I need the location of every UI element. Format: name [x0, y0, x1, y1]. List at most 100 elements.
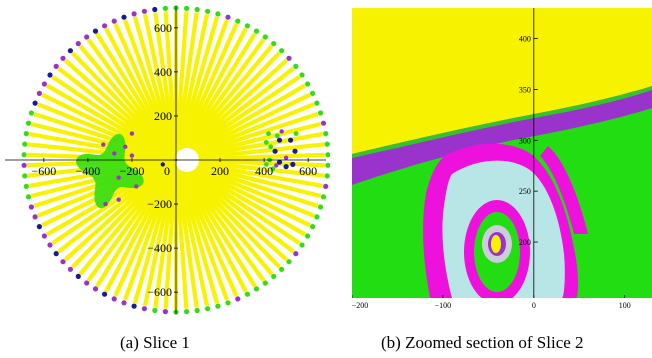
ring-dot — [21, 162, 27, 168]
ring-dot — [23, 183, 29, 189]
cluster-dot — [266, 131, 271, 137]
ring-dot — [41, 81, 48, 87]
ring-dot — [25, 120, 32, 126]
ring-dot — [67, 48, 73, 54]
magenta-stripe — [540, 146, 588, 234]
ring-dot — [102, 291, 108, 297]
ring-dot — [47, 72, 53, 78]
ring-dot — [60, 55, 66, 61]
ring-dot — [194, 307, 200, 314]
cluster-dot — [129, 153, 135, 158]
cluster-dot — [276, 137, 283, 143]
x-tick-label: −100 — [435, 301, 452, 310]
ring-dot — [111, 18, 117, 24]
ring-dot — [131, 11, 137, 17]
x-tick-label: 0 — [164, 164, 170, 178]
ring-dot — [184, 5, 190, 11]
ring-dot — [320, 120, 327, 126]
ring-dot — [22, 141, 28, 147]
ring-dot — [152, 307, 158, 314]
cluster-dot — [283, 155, 289, 160]
ring-dot — [41, 233, 48, 239]
cluster-dot — [263, 140, 269, 145]
cluster-dot — [123, 144, 128, 149]
ring-dot — [215, 303, 221, 309]
ring-dot — [293, 63, 299, 69]
yellow-core — [491, 235, 501, 253]
cluster-dot — [103, 201, 108, 207]
cluster-dot — [274, 133, 280, 139]
ring-dot — [244, 291, 250, 297]
ring-dot — [323, 183, 329, 189]
slice-1-plot: −600 −400 −200 0 200 400 600 −600 −400 −200 200 40… — [5, 5, 330, 315]
ring-dot — [162, 309, 168, 315]
ring-dot — [75, 273, 81, 279]
x-tick-label: 200 — [211, 164, 229, 178]
ring-dot — [323, 131, 329, 137]
x-tick-label: 600 — [299, 164, 317, 178]
left-cluster — [76, 133, 144, 209]
x-tick-labels: −200 −100 0 100 — [352, 301, 631, 310]
figure-panel-slice-2-zoom: −200 −100 0 100 200 250 300 350 400 — [352, 8, 652, 313]
ring-dot — [215, 11, 221, 17]
ring-dot — [314, 100, 320, 106]
y-tick-label: 600 — [154, 21, 172, 35]
ring-dot — [262, 34, 268, 40]
ring-dot — [279, 48, 285, 54]
ring-dot — [205, 8, 211, 14]
ring-dot — [286, 259, 292, 265]
y-tick-label: 350 — [519, 85, 531, 94]
ring-dot — [162, 5, 168, 11]
purple-band — [352, 86, 652, 185]
cluster-dot — [288, 137, 294, 143]
x-tick-label: −600 — [31, 164, 56, 178]
y-tick-label: 200 — [519, 238, 531, 247]
y-tick-labels: −600 −400 −200 200 400 600 — [147, 21, 172, 299]
ring-dot — [36, 90, 43, 96]
cluster-dot — [134, 184, 139, 189]
caption-slice-1: (a) Slice 1 — [120, 333, 190, 352]
ring-dot — [47, 242, 53, 248]
ring-dot — [141, 8, 147, 14]
figure-panel-slice-1: −600 −400 −200 0 200 400 600 −600 −400 −200 200 40… — [0, 0, 330, 318]
cluster-dot — [160, 162, 165, 167]
ring-dot — [271, 273, 277, 279]
cluster-dot — [276, 159, 283, 165]
x-tick-labels: −600 −400 −200 0 200 400 600 — [31, 164, 317, 178]
ring-dot — [32, 214, 38, 220]
cluster-dot — [283, 164, 289, 170]
ring-dot — [92, 286, 99, 292]
ring-dot — [28, 204, 34, 210]
ring-dot — [102, 23, 108, 29]
ring-dot — [318, 204, 324, 210]
cluster-dot — [268, 144, 274, 150]
ring-dot — [184, 309, 190, 315]
y-tick-label: 200 — [154, 109, 172, 123]
ring-dot — [235, 296, 241, 302]
ring-dot — [111, 296, 117, 302]
ring-dot — [22, 173, 28, 179]
ring-dot — [225, 14, 231, 20]
ring-dot — [253, 286, 260, 292]
ring-dot — [84, 34, 90, 40]
cluster-dot — [112, 151, 117, 156]
spoke — [175, 157, 325, 168]
slice-2-zoom-plot: −200 −100 0 100 200 250 300 350 400 — [352, 8, 652, 310]
ring-dot — [152, 6, 158, 13]
ring-dot — [53, 251, 59, 257]
green-edge — [352, 86, 652, 158]
ring-dot — [325, 152, 330, 158]
axes — [5, 6, 326, 314]
ring-dot — [324, 173, 330, 179]
ring-dot — [60, 259, 66, 265]
y-tick-labels: 200 250 300 350 400 — [519, 35, 531, 248]
yellow-region — [352, 8, 652, 160]
cluster-dot — [290, 161, 296, 167]
ring-dot — [325, 162, 330, 168]
ring-dot — [53, 63, 59, 69]
inner-clusters — [76, 129, 299, 209]
cluster-dot — [274, 163, 279, 168]
ring-dot — [305, 233, 311, 239]
y-tick-label: −600 — [147, 285, 172, 299]
y-tick-label: −400 — [147, 241, 172, 255]
